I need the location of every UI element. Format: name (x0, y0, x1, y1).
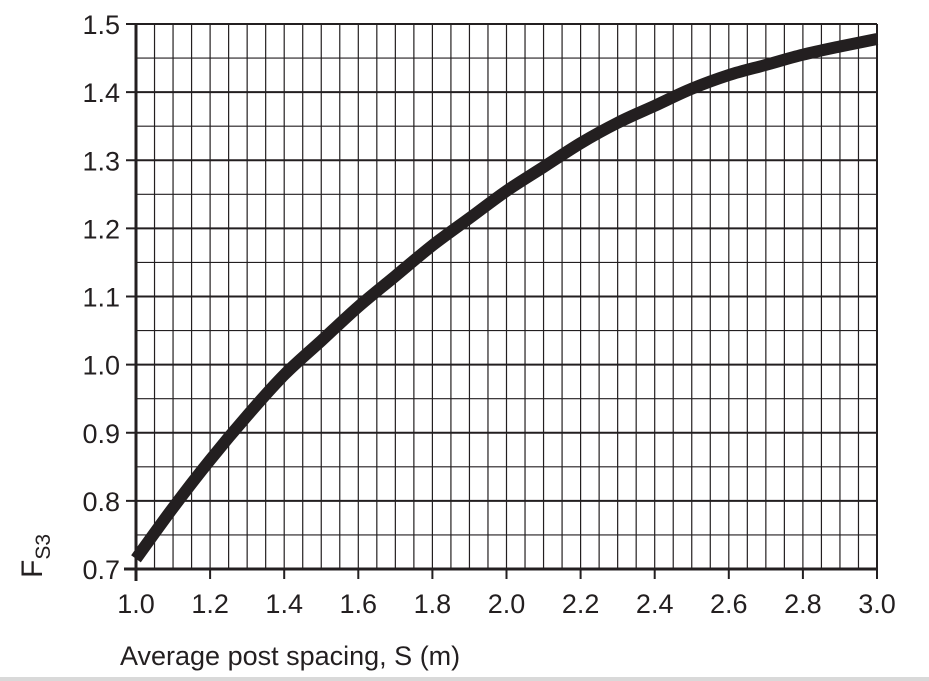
x-tick-label: 2.4 (636, 589, 674, 619)
series-point (432, 245, 433, 246)
series-point (543, 167, 544, 168)
y-axis-title-main: F (16, 560, 49, 578)
y-tick-label: 1.1 (82, 283, 120, 313)
y-tick-labels: 0.7 0.8 0.9 1.0 1.1 1.2 1.3 1.4 1.5 (82, 10, 136, 585)
x-tick-labels: 1.0 1.2 1.4 1.6 1.8 2.0 2.2 2.4 2.6 2.8 3.0 (117, 569, 896, 619)
series-point (506, 190, 507, 191)
series-point (654, 105, 655, 106)
y-axis-title: FS3 (16, 534, 55, 578)
y-tick-label: 1.0 (82, 351, 120, 381)
series-point (691, 88, 692, 89)
series-point (284, 374, 285, 375)
series-point (728, 75, 729, 76)
x-tick-label: 2.6 (710, 589, 748, 619)
y-tick-label: 0.9 (82, 419, 120, 449)
series-curve (131, 33, 879, 563)
x-tick-label: 3.0 (858, 589, 896, 619)
y-tick-label: 1.2 (82, 214, 120, 244)
x-tick-label: 2.0 (488, 589, 526, 619)
series-point (247, 415, 248, 416)
y-tick-label: 0.8 (82, 487, 120, 517)
x-tick-label: 1.6 (340, 589, 378, 619)
series-point (469, 218, 470, 219)
x-tick-label: 1.4 (265, 589, 303, 619)
series-layer (131, 33, 879, 563)
series-point (617, 122, 618, 123)
y-tick-label: 0.7 (82, 555, 120, 585)
y-axis-title-subscript: S3 (32, 534, 55, 560)
series-point (765, 64, 766, 65)
series-point (136, 558, 137, 559)
series-point (580, 143, 581, 144)
x-tick-label: 1.2 (191, 589, 229, 619)
series-point (395, 276, 396, 277)
x-tick-label: 1.8 (414, 589, 452, 619)
x-tick-label: 2.8 (784, 589, 822, 619)
axes (124, 23, 878, 581)
y-tick-label: 1.4 (82, 78, 120, 108)
x-tick-label: 1.0 (117, 589, 155, 619)
series-point (358, 306, 359, 307)
series-point (210, 460, 211, 461)
series-point (321, 340, 322, 341)
series-point (173, 507, 174, 508)
y-tick-label: 1.3 (82, 146, 120, 176)
series-point (877, 38, 878, 39)
series-point (839, 46, 840, 47)
series-point (802, 54, 803, 55)
bottom-divider (0, 677, 929, 681)
y-tick-label: 1.5 (82, 10, 120, 40)
x-axis-title: Average post spacing, S (m) (120, 641, 460, 671)
x-tick-label: 2.2 (562, 589, 600, 619)
